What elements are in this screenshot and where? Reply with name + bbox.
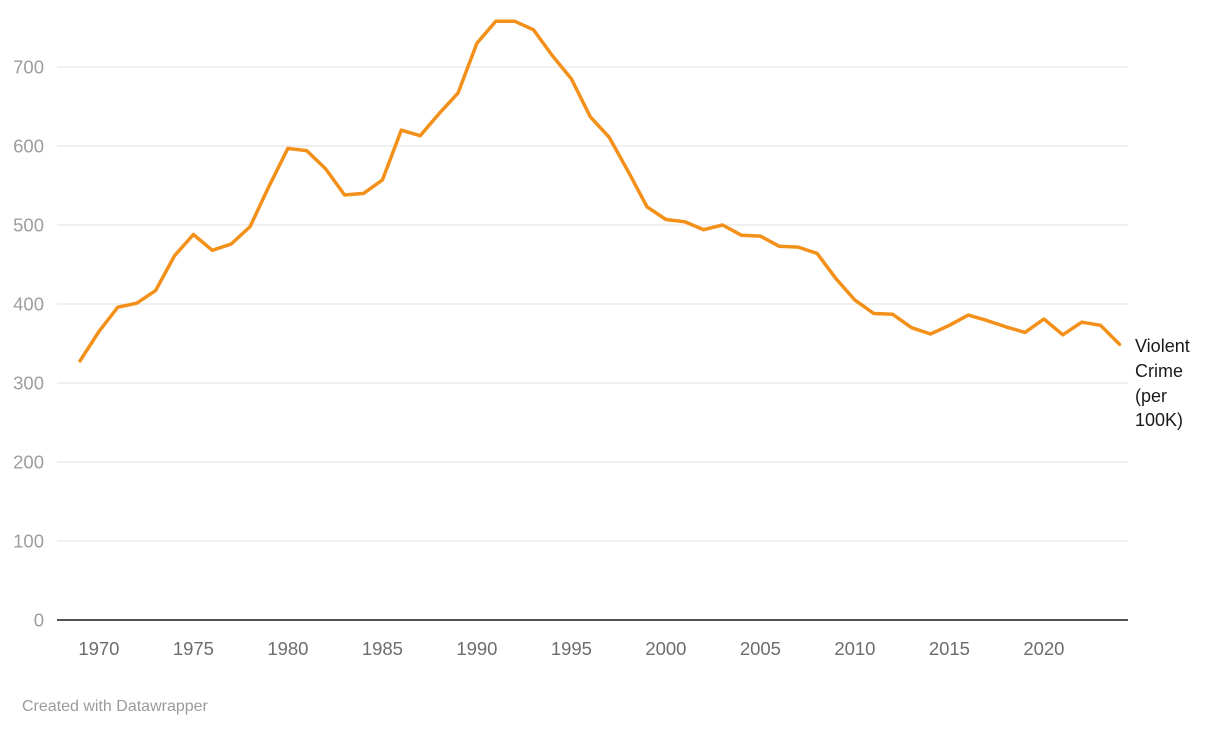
x-tick-label-2000: 2000 (645, 638, 686, 659)
x-tick-label-2015: 2015 (929, 638, 970, 659)
x-tick-label-1975: 1975 (173, 638, 214, 659)
x-tick-label-2005: 2005 (740, 638, 781, 659)
crime-line (78, 19, 1122, 363)
x-tick-label-2010: 2010 (834, 638, 875, 659)
line-chart-svg: 0 100 200 300 400 500 600 700 1970 1975 1980 1985 19… (13, 19, 1128, 659)
x-tick-label-1970: 1970 (78, 638, 119, 659)
y-tick-label-700: 700 (13, 57, 44, 78)
series-label: Violent Crime (per 100K) (1135, 336, 1190, 431)
x-tick-label-1980: 1980 (267, 638, 308, 659)
y-tick-label-300: 300 (13, 373, 44, 394)
y-tick-label-0: 0 (34, 610, 44, 631)
y-tick-label-500: 500 (13, 215, 44, 236)
x-tick-label-1990: 1990 (456, 638, 497, 659)
x-tick-label-2020: 2020 (1023, 638, 1064, 659)
y-tick-label-600: 600 (13, 136, 44, 157)
x-tick-label-1995: 1995 (551, 638, 592, 659)
y-tick-label-200: 200 (13, 452, 44, 473)
x-tick-label-1985: 1985 (362, 638, 403, 659)
line-chart: 0 100 200 300 400 500 600 700 1970 1975 1980 1985 19… (13, 19, 1128, 659)
y-tick-label-400: 400 (13, 294, 44, 315)
y-tick-label-100: 100 (13, 531, 44, 552)
attribution: Created with Datawrapper (22, 698, 208, 715)
